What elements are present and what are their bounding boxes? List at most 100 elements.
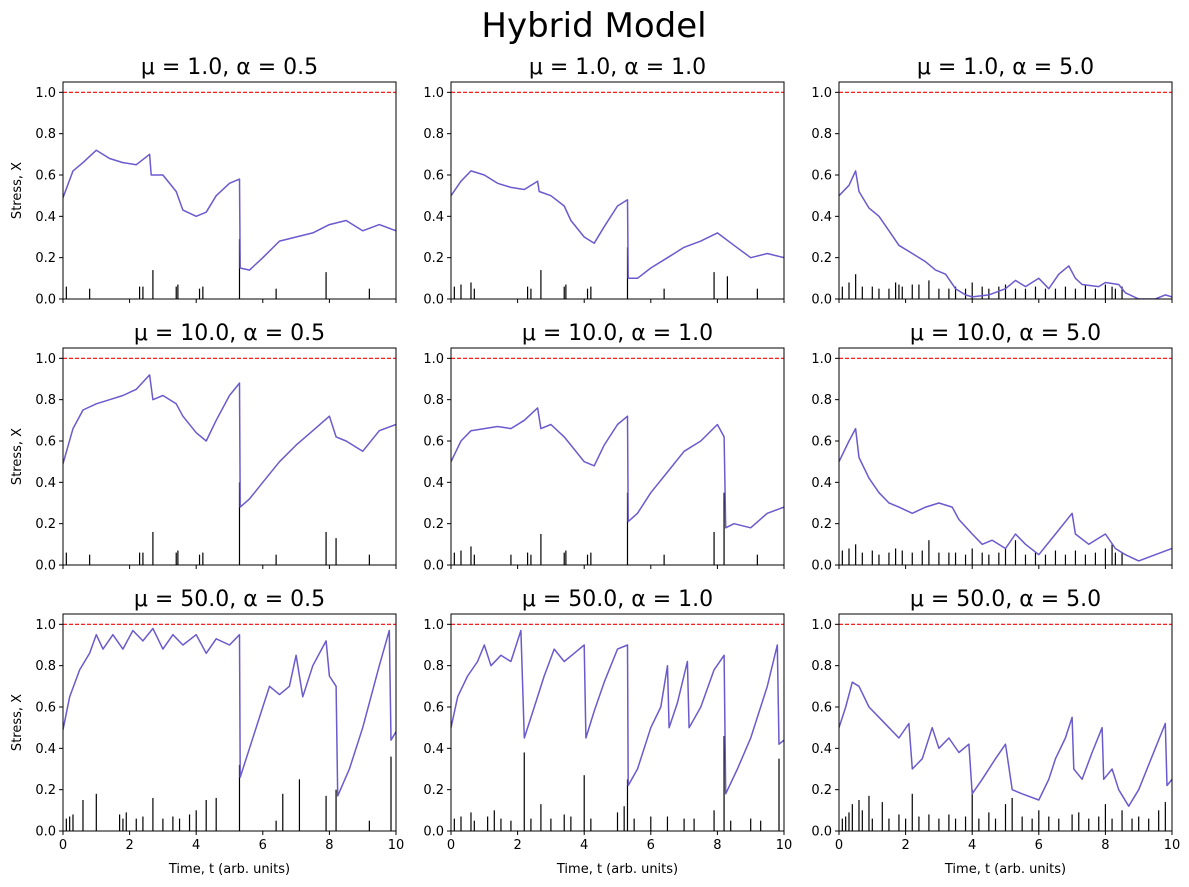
x-axis-label: Time, t (arb. units) [944, 862, 1066, 877]
y-tick-label: 0.2 [423, 517, 444, 532]
axes-frame [838, 613, 1173, 832]
plot-area [839, 91, 1172, 299]
panel-title: μ = 1.0, α = 5.0 [917, 55, 1094, 80]
axes-frame [450, 81, 785, 300]
y-tick-label: 0.6 [35, 169, 56, 184]
x-tick-label: 8 [325, 838, 333, 853]
y-tick-label: 1.0 [423, 86, 444, 101]
stress-line [451, 170, 784, 280]
x-axis-label: Time, t (arb. units) [168, 862, 290, 877]
y-tick-label: 0.6 [811, 701, 832, 716]
y-tick-label: 0.4 [35, 742, 56, 757]
stress-line [63, 374, 396, 508]
y-axis-label: Stress, X [10, 694, 25, 751]
panel-title: μ = 10.0, α = 1.0 [522, 321, 713, 346]
y-tick-label: 1.0 [35, 352, 56, 367]
stress-line [839, 170, 1172, 299]
y-tick-label: 0.2 [35, 783, 56, 798]
panel-title: μ = 10.0, α = 0.5 [134, 321, 325, 346]
y-tick-label: 0.8 [35, 393, 56, 408]
plot-area [63, 91, 396, 299]
x-tick-label: 4 [192, 838, 200, 853]
y-tick-label: 0.4 [35, 210, 56, 225]
y-tick-label: 0.8 [811, 393, 832, 408]
panel: μ = 10.0, α = 5.0 0.0 0.2 0.4 0.6 0.8 1.0 [811, 321, 1173, 574]
x-tick-label: 10 [1164, 838, 1181, 853]
y-tick-label: 0.6 [423, 701, 444, 716]
y-tick-label: 1.0 [811, 352, 832, 367]
axes-frame [450, 347, 785, 566]
panel: μ = 50.0, α = 1.0 0.0 0.2 0.4 0.6 0.8 1.0 0 2 4 6 8… [423, 587, 792, 877]
y-tick-label: 1.0 [811, 86, 832, 101]
y-tick-label: 0.8 [423, 393, 444, 408]
y-tick-label: 0.6 [35, 701, 56, 716]
y-tick-label: 1.0 [423, 618, 444, 633]
y-tick-label: 0.4 [423, 210, 444, 225]
panel: μ = 1.0, α = 1.0 0.0 0.2 0.4 0.6 0.8 1.0 [423, 55, 785, 308]
stress-line [451, 629, 784, 795]
x-tick-label: 6 [647, 838, 655, 853]
x-tick-label: 0 [447, 838, 455, 853]
y-tick-label: 0.2 [423, 251, 444, 266]
x-tick-label: 6 [259, 838, 267, 853]
x-tick-label: 8 [1101, 838, 1109, 853]
y-tick-label: 0.0 [811, 559, 832, 574]
y-tick-label: 0.8 [811, 127, 832, 142]
panel-title: μ = 50.0, α = 0.5 [134, 587, 325, 612]
y-tick-label: 0.0 [35, 559, 56, 574]
plot-area [839, 623, 1172, 831]
y-tick-label: 0.0 [811, 293, 832, 308]
stress-line [63, 149, 396, 271]
axes-frame [62, 81, 397, 300]
panel-title: μ = 1.0, α = 0.5 [141, 55, 318, 80]
y-tick-label: 0.0 [811, 825, 832, 840]
panel: μ = 50.0, α = 5.0 0.0 0.2 0.4 0.6 0.8 1.0 0 2 4 6 8… [811, 587, 1180, 877]
y-tick-label: 0.4 [811, 210, 832, 225]
panel: μ = 10.0, α = 0.5 0.0 0.2 0.4 0.6 0.8 1.0 Stres… [10, 321, 397, 574]
axes-frame [450, 613, 785, 832]
axes-frame [838, 81, 1173, 300]
y-tick-label: 0.4 [423, 476, 444, 491]
plot-area [451, 91, 784, 299]
x-tick-label: 4 [968, 838, 976, 853]
x-tick-label: 8 [713, 838, 721, 853]
panel-grid: μ = 1.0, α = 0.5 0.0 0.2 0.4 0.6 0.8 1.0 Stress… [10, 55, 1180, 877]
axes-frame [62, 613, 397, 832]
y-tick-label: 0.4 [423, 742, 444, 757]
y-axis-label: Stress, X [10, 162, 25, 219]
y-tick-label: 0.0 [423, 293, 444, 308]
panel: μ = 1.0, α = 0.5 0.0 0.2 0.4 0.6 0.8 1.0 Stress… [10, 55, 397, 308]
plot-area [839, 357, 1172, 565]
y-tick-label: 0.8 [35, 659, 56, 674]
y-axis-label: Stress, X [10, 428, 25, 485]
y-tick-label: 0.6 [811, 169, 832, 184]
y-tick-label: 0.8 [423, 127, 444, 142]
plot-area [63, 623, 396, 831]
y-tick-label: 0.8 [423, 659, 444, 674]
axes-frame [62, 347, 397, 566]
x-axis-label: Time, t (arb. units) [556, 862, 678, 877]
plot-area [451, 357, 784, 565]
y-tick-label: 0.4 [811, 476, 832, 491]
y-tick-label: 1.0 [811, 618, 832, 633]
panel: μ = 1.0, α = 5.0 0.0 0.2 0.4 0.6 0.8 1.0 [811, 55, 1173, 308]
y-tick-label: 0.8 [35, 127, 56, 142]
x-tick-label: 0 [59, 838, 67, 853]
x-tick-label: 6 [1035, 838, 1043, 853]
x-tick-label: 10 [388, 838, 405, 853]
panel-title: μ = 50.0, α = 5.0 [910, 587, 1101, 612]
stress-line [451, 407, 784, 529]
y-tick-label: 0.2 [811, 517, 832, 532]
y-tick-label: 0.0 [423, 825, 444, 840]
x-tick-label: 2 [513, 838, 521, 853]
y-tick-label: 0.2 [811, 251, 832, 266]
y-tick-label: 1.0 [423, 352, 444, 367]
panel-title: μ = 10.0, α = 5.0 [910, 321, 1101, 346]
y-tick-label: 0.6 [35, 435, 56, 450]
panel: μ = 10.0, α = 1.0 0.0 0.2 0.4 0.6 0.8 1.0 [423, 321, 785, 574]
x-tick-label: 2 [901, 838, 909, 853]
y-tick-label: 0.2 [35, 251, 56, 266]
y-tick-label: 1.0 [35, 618, 56, 633]
x-tick-label: 10 [776, 838, 793, 853]
